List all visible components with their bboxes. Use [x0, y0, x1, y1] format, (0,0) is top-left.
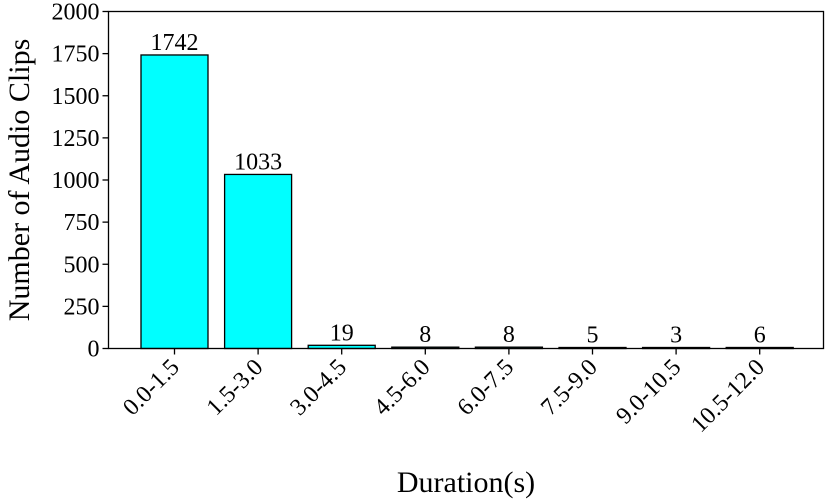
y-tick-label: 750	[64, 210, 100, 236]
y-tick-label: 1250	[52, 126, 100, 152]
x-tick-label: 9.0-10.5	[611, 354, 686, 429]
x-tick-label: 10.5-12.0	[687, 354, 770, 437]
x-tick-label: 1.5-3.0	[202, 354, 268, 420]
x-axis-title: Duration(s)	[397, 466, 535, 499]
y-tick-label: 2000	[52, 0, 100, 26]
x-tick-label: 0.0-1.5	[118, 354, 184, 420]
y-axis-title: Number of Audio Clips	[3, 39, 36, 322]
y-tick-label: 500	[64, 252, 100, 278]
plot-area: 1742 1033 19 8 8 5 3 6	[140, 30, 794, 350]
y-tick-label: 1750	[52, 42, 100, 68]
x-tick-label: 6.0-7.5	[453, 354, 519, 420]
bar-value-label: 5	[587, 323, 599, 349]
bar-value-label: 3	[670, 323, 682, 349]
bar-value-label: 1033	[234, 149, 282, 175]
bar	[223, 173, 293, 350]
bar-value-label: 6	[754, 322, 766, 348]
y-tick-label: 1000	[52, 168, 100, 194]
axes-frame	[107, 10, 825, 350]
y-axis: 0 250 500 750 1000 1250 1500 1750 2000	[52, 0, 109, 363]
x-tick-label: 7.5-9.0	[536, 354, 602, 420]
x-tick-label: 3.0-4.5	[285, 354, 351, 420]
bar-value-label: 1742	[151, 30, 199, 56]
x-axis: 0.0-1.5 1.5-3.0 3.0-4.5 4.5-6.0 6.0-7.5 7.5-9…	[118, 348, 770, 438]
bar	[140, 54, 209, 350]
bar-value-label: 8	[503, 322, 515, 348]
x-tick-label: 4.5-6.0	[369, 354, 435, 420]
y-tick-label: 250	[64, 294, 100, 320]
y-tick-label: 0	[88, 337, 100, 363]
bar-value-label: 19	[330, 320, 354, 346]
y-tick-label: 1500	[52, 84, 100, 110]
bar-value-label: 8	[419, 322, 431, 348]
